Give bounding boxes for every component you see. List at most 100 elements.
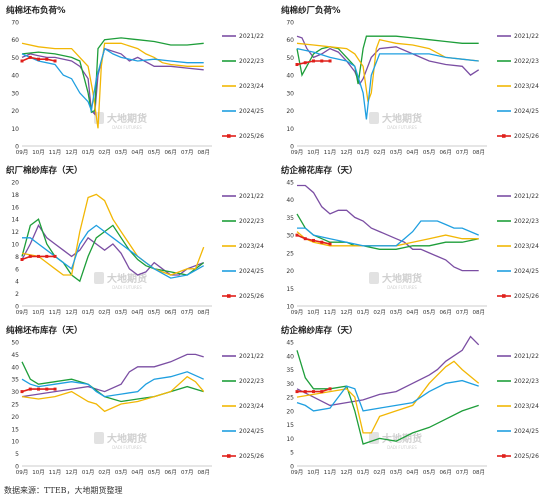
legend-label: 2024/25 bbox=[239, 268, 264, 275]
y-tick-label: 16 bbox=[11, 204, 19, 211]
y-tick-label: 0 bbox=[290, 464, 294, 471]
legend-label: 2021/22 bbox=[514, 193, 539, 200]
y-tick-label: 30 bbox=[286, 233, 294, 240]
series-line bbox=[21, 353, 204, 398]
y-tick-label: 15 bbox=[11, 426, 19, 433]
y-tick-label: 60 bbox=[11, 37, 19, 44]
watermark-text: 大地期货 bbox=[382, 272, 422, 285]
x-tick-label: 08月 bbox=[472, 309, 485, 316]
watermark-logo bbox=[369, 432, 379, 444]
x-tick-label: 10月 bbox=[307, 149, 320, 156]
x-tick-label: 10月 bbox=[307, 469, 320, 476]
y-tick-label: 25 bbox=[286, 395, 294, 402]
x-tick-label: 05月 bbox=[148, 469, 161, 476]
chart-panel-1: 纯棉坯布负荷% 大地期货 DADI FUTURES 0 10 20 30 40 50 60 70 09… bbox=[0, 0, 275, 160]
series-point bbox=[37, 254, 41, 258]
legend-label: 2024/25 bbox=[514, 108, 539, 115]
series-point bbox=[45, 387, 49, 391]
series-line bbox=[297, 184, 479, 272]
legend-label: 2025/26 bbox=[239, 453, 264, 460]
y-tick-label: 40 bbox=[286, 197, 294, 204]
watermark-text: DADI FUTURES bbox=[112, 285, 142, 290]
series-line bbox=[296, 350, 479, 445]
series-point bbox=[303, 61, 307, 65]
x-tick-label: 09月 bbox=[291, 149, 304, 156]
watermark-logo bbox=[369, 272, 379, 284]
legend-label: 2025/26 bbox=[514, 293, 539, 300]
y-tick-label: 30 bbox=[11, 389, 19, 396]
series-point bbox=[312, 390, 316, 394]
legend-label: 2023/24 bbox=[239, 243, 264, 250]
series-line bbox=[21, 47, 204, 116]
y-tick-label: 10 bbox=[11, 439, 19, 446]
x-tick-label: 04月 bbox=[131, 309, 144, 316]
y-tick-label: 60 bbox=[286, 37, 294, 44]
x-tick-label: 10月 bbox=[32, 469, 45, 476]
chart-panel-3: 织厂棉纱库存（天） 大地期货 DADI FUTURES 0 2 4 6 8 10 12 14 16 18… bbox=[0, 160, 275, 320]
x-tick-label: 05月 bbox=[423, 469, 436, 476]
x-tick-label: 12月 bbox=[65, 149, 78, 156]
legend-label: 2021/22 bbox=[239, 193, 264, 200]
series-point bbox=[312, 238, 316, 242]
x-tick-label: 07月 bbox=[181, 469, 194, 476]
x-tick-label: 05月 bbox=[148, 309, 161, 316]
legend-label: 2024/25 bbox=[239, 108, 264, 115]
chart-title: 纯棉坯布库存（天） bbox=[6, 325, 83, 336]
y-tick-label: 70 bbox=[286, 20, 294, 27]
series-point bbox=[295, 63, 299, 67]
legend-label: 2024/25 bbox=[514, 428, 539, 435]
chart-title: 纺企棉花库存（天） bbox=[281, 165, 358, 176]
series-line bbox=[297, 220, 479, 247]
chart-panel-6: 纺企棉纱库存（天） 大地期货 DADI FUTURES 0 5 10 15 20 25 30 35 4… bbox=[275, 320, 550, 480]
y-tick-label: 10 bbox=[286, 436, 294, 443]
y-tick-label: 30 bbox=[286, 381, 294, 388]
series-point bbox=[28, 55, 32, 59]
x-tick-label: 11月 bbox=[324, 309, 337, 316]
x-tick-label: 11月 bbox=[49, 309, 62, 316]
y-tick-label: 40 bbox=[11, 364, 19, 371]
series-line bbox=[21, 224, 204, 276]
legend-label: 2025/26 bbox=[239, 293, 264, 300]
data-source-note: 数据来源：TTEB，大地期货整理 bbox=[4, 486, 123, 495]
series-point bbox=[28, 254, 32, 258]
x-tick-label: 09月 bbox=[16, 149, 29, 156]
x-tick-label: 06月 bbox=[164, 469, 177, 476]
legend-marker bbox=[227, 134, 231, 138]
watermark-text: DADI FUTURES bbox=[112, 125, 142, 130]
watermark-text: 大地期货 bbox=[107, 112, 147, 125]
series-line bbox=[21, 218, 205, 283]
x-tick-label: 06月 bbox=[439, 149, 452, 156]
series-line bbox=[296, 35, 479, 85]
x-tick-label: 02月 bbox=[98, 469, 111, 476]
y-tick-label: 20 bbox=[11, 414, 19, 421]
series-point bbox=[303, 390, 307, 394]
x-tick-label: 08月 bbox=[197, 469, 210, 476]
chart-panel-2: 纯棉纱厂负荷% 大地期货 DADI FUTURES 0 10 20 30 40 50 60 70 09… bbox=[275, 0, 550, 160]
y-tick-label: 35 bbox=[11, 377, 19, 384]
legend-marker bbox=[227, 294, 231, 298]
x-tick-label: 03月 bbox=[390, 309, 403, 316]
legend-label: 2022/23 bbox=[239, 218, 264, 225]
series-line bbox=[296, 231, 479, 247]
series-point bbox=[45, 57, 49, 61]
series-line bbox=[296, 360, 480, 434]
x-tick-label: 05月 bbox=[148, 149, 161, 156]
series-point bbox=[320, 240, 324, 244]
chart-title: 纯棉纱厂负荷% bbox=[281, 5, 341, 16]
y-tick-label: 0 bbox=[15, 144, 19, 151]
legend-label: 2025/26 bbox=[239, 133, 264, 140]
x-tick-label: 12月 bbox=[340, 149, 353, 156]
series-point bbox=[37, 387, 41, 391]
x-tick-label: 12月 bbox=[65, 309, 78, 316]
watermark-logo bbox=[94, 432, 104, 444]
y-tick-label: 10 bbox=[11, 126, 19, 133]
series-line bbox=[21, 37, 204, 114]
x-tick-label: 04月 bbox=[406, 469, 419, 476]
legend-label: 2022/23 bbox=[514, 378, 539, 385]
y-tick-label: 35 bbox=[286, 215, 294, 222]
x-tick-label: 01月 bbox=[82, 149, 95, 156]
x-tick-label: 07月 bbox=[456, 309, 469, 316]
